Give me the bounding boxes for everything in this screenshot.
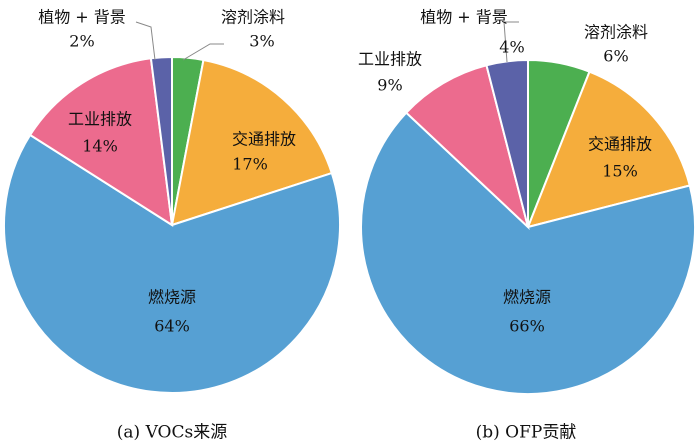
slice-percent: 64% (154, 317, 190, 336)
pie-slice (404, 64, 530, 231)
slice-label: 交通排放 (232, 130, 296, 149)
leader-line (135, 21, 156, 61)
slice-percent: 15% (602, 162, 638, 181)
pie-slice (526, 70, 691, 229)
slice-label: 植物 + 背景 (38, 8, 126, 27)
pie-chart-b: 溶剂涂料 6% 交通排放 15% 燃烧源 66% 工业排放 9% 植物 + 背景 4% (b) OF… (358, 8, 696, 443)
slice-percent: 2% (69, 32, 94, 51)
slice-label: 溶剂涂料 (221, 8, 285, 27)
pie-slice (28, 57, 174, 227)
slice-label: 交通排放 (588, 135, 652, 154)
slice-percent: 66% (509, 317, 545, 336)
slice-percent: 17% (232, 155, 268, 174)
slice-label: 工业排放 (358, 50, 422, 69)
slice-percent: 14% (82, 137, 118, 156)
slice-label: 植物 + 背景 (420, 8, 508, 27)
chart-caption: (b) OFP贡献 (476, 423, 577, 443)
slice-label: 溶剂涂料 (584, 23, 648, 42)
leader-line (503, 21, 519, 63)
slice-percent: 4% (499, 38, 524, 57)
slice-label: 工业排放 (68, 110, 132, 129)
slice-percent: 3% (249, 32, 274, 51)
pie-slice (3, 133, 341, 394)
slice-percent: 6% (603, 47, 628, 66)
slice-percent: 9% (377, 76, 402, 95)
chart-caption: (a) VOCs来源 (117, 423, 227, 443)
slice-label: 燃烧源 (148, 288, 196, 307)
pie-chart-a: 溶剂涂料 3% 交通排放 17% 燃烧源 64% 工业排放 14% 植物 + 背景 2% (a) V… (3, 8, 341, 443)
leader-line (182, 43, 224, 61)
pie-slice (170, 58, 334, 227)
pie-slice (149, 55, 173, 226)
pie-slice (360, 111, 696, 395)
slice-label: 燃烧源 (503, 288, 551, 307)
